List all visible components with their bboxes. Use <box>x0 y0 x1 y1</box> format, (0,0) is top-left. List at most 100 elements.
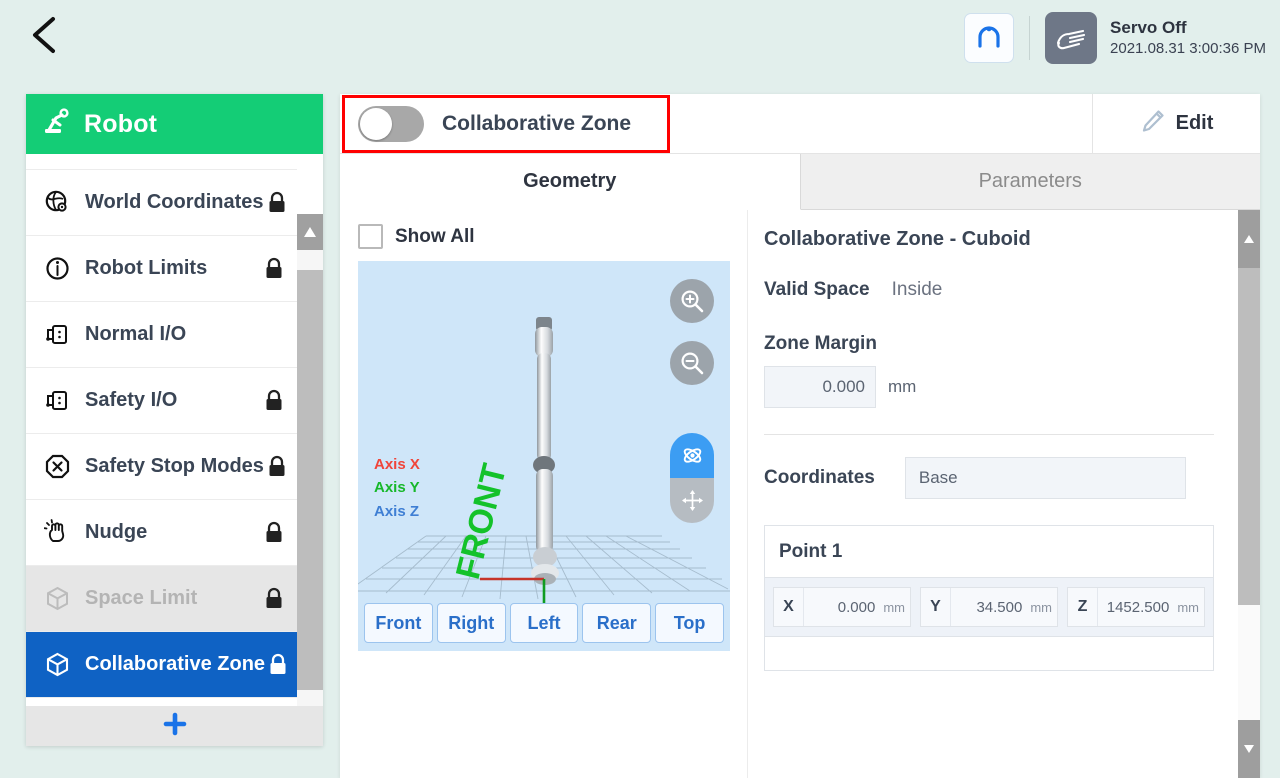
sidebar-item-nudge[interactable]: Nudge <box>26 500 297 566</box>
view-button-rear[interactable]: Rear <box>582 603 652 643</box>
io-port-icon <box>40 387 74 414</box>
cube-icon <box>40 651 74 678</box>
detail-scrollbar[interactable] <box>1238 210 1260 778</box>
valid-space-row: Valid Space Inside <box>764 279 1214 301</box>
collaborative-zone-toggle[interactable] <box>358 105 424 142</box>
viewport-mode-switch[interactable] <box>670 433 714 523</box>
zone-margin-input[interactable]: 0.000 <box>764 366 876 408</box>
servo-hand-icon <box>1045 12 1098 64</box>
lock-icon <box>263 257 285 281</box>
sidebar-item-collaborative-zone[interactable]: Collaborative Zone <box>26 632 297 698</box>
tab-geometry[interactable]: Geometry <box>340 154 801 210</box>
axis-value: 34.500 <box>976 598 1023 616</box>
chevron-left-icon <box>29 15 59 55</box>
zone-margin-unit: mm <box>888 377 917 396</box>
sidebar-item-label: Normal I/O <box>85 323 187 345</box>
sidebar-header: Robot <box>26 94 323 154</box>
zone-bar: Collaborative Zone Edit <box>340 94 1260 154</box>
zoom-out-icon[interactable] <box>670 341 714 385</box>
detail-pane: Collaborative Zone - Cuboid Valid Space … <box>748 210 1260 778</box>
show-all-checkbox-row[interactable]: Show All <box>358 224 731 249</box>
sidebar-item-partial-above[interactable] <box>26 154 297 170</box>
edit-button[interactable]: Edit <box>1092 94 1260 153</box>
view-button-left[interactable]: Left <box>509 603 579 643</box>
detail-divider <box>764 434 1214 435</box>
robot-home-button[interactable] <box>964 13 1015 63</box>
sidebar-item-robot-limits[interactable]: Robot Limits <box>26 236 297 302</box>
top-bar: Servo Off 2021.08.31 3:00:36 PM <box>0 0 1280 78</box>
back-button[interactable] <box>18 8 70 62</box>
sidebar-item-normal-io[interactable]: Normal I/O <box>26 302 297 368</box>
tab-label: Parameters <box>978 170 1082 192</box>
point-field-y[interactable]: Y 34.500 mm <box>920 587 1058 627</box>
sidebar-list: World Coordinates Robot Limits <box>26 154 323 706</box>
zoom-in-icon[interactable] <box>670 279 714 323</box>
sidebar-item-safety-stop-modes[interactable]: Safety Stop Modes <box>26 434 297 500</box>
sidebar-scrollbar[interactable] <box>297 214 323 706</box>
point-field-z[interactable]: Z 1452.500 mm <box>1067 587 1205 627</box>
detail-scroll-down-arrow-icon[interactable] <box>1238 720 1260 778</box>
add-item-button[interactable] <box>26 706 323 746</box>
view-button-front[interactable]: Front <box>364 603 433 643</box>
sidebar-title: Robot <box>84 109 158 138</box>
rotate-icon[interactable] <box>670 433 714 478</box>
point-field-x[interactable]: X 0.000 mm <box>773 587 911 627</box>
io-port-icon <box>40 321 74 348</box>
point-fields: X 0.000 mm Y 34.500 mm Z 1452.500 mm <box>765 578 1213 636</box>
axis-x-label: Axis X <box>374 456 420 473</box>
axis-unit: mm <box>883 599 905 615</box>
sidebar-item-label: Safety Stop Modes <box>85 455 264 477</box>
cube-icon <box>40 585 74 612</box>
view-preset-buttons: Front Right Left Rear Top <box>364 603 724 643</box>
sidebar-item-label: Safety I/O <box>85 389 178 411</box>
sidebar-item-label: World Coordinates <box>85 191 264 213</box>
globe-coordinates-icon <box>40 189 74 216</box>
status-area: Servo Off 2021.08.31 3:00:36 PM <box>964 8 1266 68</box>
valid-space-value: Inside <box>891 279 943 300</box>
sidebar-item-space-limit[interactable]: Space Limit <box>26 566 297 632</box>
point-name-label: Point 1 <box>765 526 1213 578</box>
pan-icon[interactable] <box>670 478 714 523</box>
tab-label: Geometry <box>523 170 617 192</box>
geometry-pane: Show All <box>340 210 748 778</box>
sidebar-item-label: Robot Limits <box>85 257 208 279</box>
sidebar-item-label: Nudge <box>85 521 148 543</box>
toggle-knob <box>360 107 392 140</box>
lock-icon <box>263 521 285 545</box>
sidebar-scroll-thumb[interactable] <box>297 270 323 690</box>
robot-home-icon <box>974 21 1004 56</box>
lock-icon <box>263 389 285 413</box>
pencil-icon <box>1140 108 1166 139</box>
valid-space-label: Valid Space <box>764 279 870 300</box>
detail-scroll-thumb[interactable] <box>1238 268 1260 605</box>
sidebar: Robot World Coordinates <box>26 94 323 746</box>
point-next-row-partial <box>765 636 1213 670</box>
status-text: Servo Off 2021.08.31 3:00:36 PM <box>1110 17 1266 59</box>
lock-icon <box>267 653 289 677</box>
axis-value: 1452.500 <box>1106 598 1170 616</box>
tab-bar: Geometry Parameters <box>340 154 1260 210</box>
view-button-right[interactable]: Right <box>436 603 506 643</box>
servo-status-label: Servo Off <box>1110 18 1187 37</box>
timestamp-label: 2021.08.31 3:00:36 PM <box>1110 40 1266 58</box>
show-all-checkbox[interactable] <box>358 224 383 249</box>
coordinates-select[interactable]: Base <box>904 457 1186 499</box>
axis-key: Y <box>921 588 951 626</box>
sidebar-item-world-coordinates[interactable]: World Coordinates <box>26 170 297 236</box>
nudge-hand-icon <box>40 519 74 546</box>
show-all-label: Show All <box>395 225 475 247</box>
front-marker-text: FRONT <box>449 460 514 583</box>
view-button-top[interactable]: Top <box>655 603 724 643</box>
tab-parameters[interactable]: Parameters <box>800 154 1260 210</box>
zone-margin-row: 0.000 mm <box>764 366 1214 408</box>
axis-unit: mm <box>1030 599 1052 615</box>
scroll-up-arrow-icon[interactable] <box>297 214 323 250</box>
robot-3d-viewport[interactable]: FRONT Axis X Axis Y Axis Z <box>358 261 730 651</box>
detail-scroll-up-arrow-icon[interactable] <box>1238 210 1260 268</box>
header-divider <box>1029 16 1031 60</box>
coordinates-label: Coordinates <box>764 467 875 488</box>
coordinates-row: Coordinates Base <box>764 457 1214 499</box>
sidebar-item-safety-io[interactable]: Safety I/O <box>26 368 297 434</box>
lock-icon <box>266 191 288 215</box>
